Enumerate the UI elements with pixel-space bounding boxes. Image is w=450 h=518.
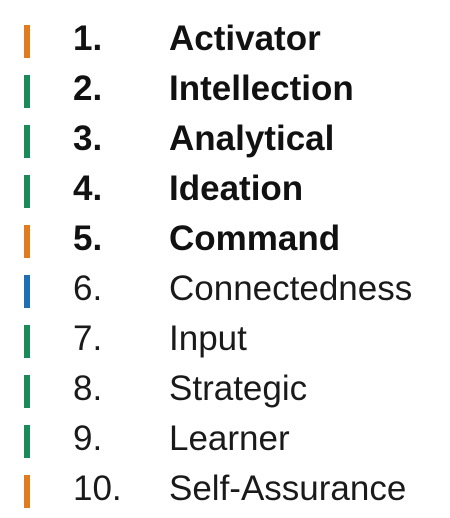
strength-row-3: 3. Analytical bbox=[0, 114, 450, 164]
strength-row-2: 2. Intellection bbox=[0, 64, 450, 114]
strength-rank: 1. bbox=[73, 19, 103, 58]
strength-rank: 9. bbox=[73, 419, 103, 458]
strength-name: Strategic bbox=[169, 369, 308, 408]
strength-rank: 8. bbox=[73, 369, 103, 408]
theme-color-bar bbox=[24, 75, 30, 108]
strength-rank: 2. bbox=[73, 69, 103, 108]
strength-rank: 5. bbox=[73, 219, 103, 258]
strength-row-1: 1. Activator bbox=[0, 14, 450, 64]
strength-name: Ideation bbox=[169, 169, 304, 208]
theme-color-bar bbox=[24, 475, 30, 508]
theme-color-bar bbox=[24, 125, 30, 158]
strength-row-6: 6. Connectedness bbox=[0, 264, 450, 314]
strengths-list: 1. Activator 2. Intellection 3. Analytic… bbox=[0, 14, 450, 514]
strength-rank: 3. bbox=[73, 119, 103, 158]
strength-name: Command bbox=[169, 219, 341, 258]
strength-rank: 10. bbox=[73, 469, 122, 508]
strength-rank: 4. bbox=[73, 169, 103, 208]
strength-name: Learner bbox=[169, 419, 290, 458]
strength-row-5: 5. Command bbox=[0, 214, 450, 264]
strength-row-10: 10. Self-Assurance bbox=[0, 464, 450, 514]
theme-color-bar bbox=[24, 375, 30, 408]
strength-name: Connectedness bbox=[169, 269, 413, 308]
strength-rank: 6. bbox=[73, 269, 103, 308]
strength-name: Analytical bbox=[169, 119, 335, 158]
strength-name: Self-Assurance bbox=[169, 469, 407, 508]
strength-row-8: 8. Strategic bbox=[0, 364, 450, 414]
strength-row-9: 9. Learner bbox=[0, 414, 450, 464]
strength-name: Intellection bbox=[169, 69, 354, 108]
theme-color-bar bbox=[24, 275, 30, 308]
strength-row-4: 4. Ideation bbox=[0, 164, 450, 214]
theme-color-bar bbox=[24, 225, 30, 258]
theme-color-bar bbox=[24, 325, 30, 358]
strength-rank: 7. bbox=[73, 319, 103, 358]
strength-row-7: 7. Input bbox=[0, 314, 450, 364]
strength-name: Activator bbox=[169, 19, 321, 58]
strength-name: Input bbox=[169, 319, 247, 358]
theme-color-bar bbox=[24, 425, 30, 458]
theme-color-bar bbox=[24, 175, 30, 208]
theme-color-bar bbox=[24, 25, 30, 58]
